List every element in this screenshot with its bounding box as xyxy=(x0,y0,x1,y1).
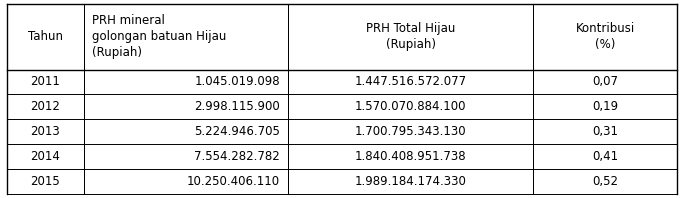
Text: 1.700.795.343.130: 1.700.795.343.130 xyxy=(355,125,466,138)
Text: PRH mineral
golongan batuan Hijau
(Rupiah): PRH mineral golongan batuan Hijau (Rupia… xyxy=(92,14,226,59)
Text: 7.554.282.782: 7.554.282.782 xyxy=(194,150,280,163)
Text: 1.570.070.884.100: 1.570.070.884.100 xyxy=(355,100,466,113)
Text: 2012: 2012 xyxy=(31,100,60,113)
Text: 0,19: 0,19 xyxy=(592,100,618,113)
Text: 2015: 2015 xyxy=(31,175,60,188)
Text: 1.045.019.098: 1.045.019.098 xyxy=(194,75,280,89)
Text: 2.998.115.900: 2.998.115.900 xyxy=(194,100,280,113)
Text: 0,31: 0,31 xyxy=(592,125,618,138)
Text: 0,41: 0,41 xyxy=(592,150,618,163)
Text: 1.840.408.951.738: 1.840.408.951.738 xyxy=(355,150,466,163)
Text: 2011: 2011 xyxy=(31,75,60,89)
Text: 1.447.516.572.077: 1.447.516.572.077 xyxy=(354,75,466,89)
Text: 10.250.406.110: 10.250.406.110 xyxy=(187,175,280,188)
Text: Kontribusi
(%): Kontribusi (%) xyxy=(575,22,635,51)
Text: Tahun: Tahun xyxy=(28,30,63,43)
Text: 1.989.184.174.330: 1.989.184.174.330 xyxy=(355,175,466,188)
Text: 2014: 2014 xyxy=(31,150,60,163)
Text: 2013: 2013 xyxy=(31,125,60,138)
Text: PRH Total Hijau
(Rupiah): PRH Total Hijau (Rupiah) xyxy=(366,22,456,51)
Text: 0,52: 0,52 xyxy=(592,175,618,188)
Text: 5.224.946.705: 5.224.946.705 xyxy=(194,125,280,138)
Text: 0,07: 0,07 xyxy=(592,75,618,89)
